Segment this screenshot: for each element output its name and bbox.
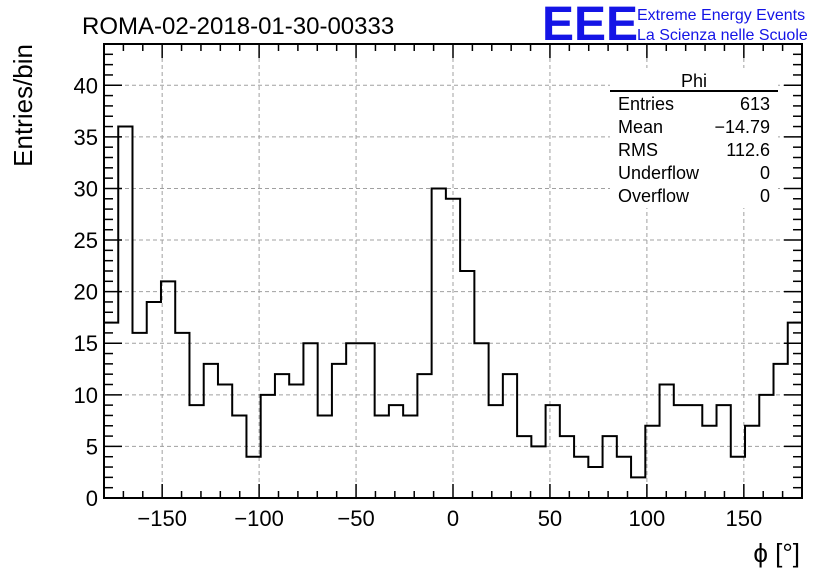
stats-row-label: Entries xyxy=(618,94,674,114)
logo-line1: Extreme Energy Events xyxy=(637,7,805,24)
x-tick-label: 100 xyxy=(629,506,666,531)
x-tick-label: 150 xyxy=(725,506,762,531)
eee-logo: EEE Extreme Energy Events La Scienza nel… xyxy=(542,0,808,51)
stats-row-value: −14.79 xyxy=(714,117,770,137)
y-tick-label: 25 xyxy=(74,228,98,253)
stats-row-label: Underflow xyxy=(618,163,700,183)
x-tick-label: −150 xyxy=(137,506,187,531)
stats-row-label: Overflow xyxy=(618,186,690,206)
logo-line2: La Scienza nelle Scuole xyxy=(637,27,808,44)
run-title: ROMA-02-2018-01-30-00333 xyxy=(82,13,394,40)
y-tick-label: 20 xyxy=(74,280,98,305)
y-tick-labels: 0 5 10 15 20 25 30 35 40 xyxy=(74,73,98,511)
stats-row-value: 0 xyxy=(760,163,770,183)
x-tick-label: −50 xyxy=(337,506,374,531)
stats-box: Phi Entries 613 Mean −14.79 RMS 112.6 Underflo… xyxy=(610,68,778,208)
stats-row-value: 613 xyxy=(740,94,770,114)
histogram-series xyxy=(104,125,802,479)
eee-logo-mark: EEE xyxy=(542,0,638,51)
y-tick-label: 10 xyxy=(74,383,98,408)
x-tick-label: 50 xyxy=(538,506,562,531)
stats-row-label: Mean xyxy=(618,117,663,137)
y-tick-label: 40 xyxy=(74,73,98,98)
stats-row-value: 112.6 xyxy=(726,140,770,160)
y-tick-label: 15 xyxy=(74,331,98,356)
stats-row-label: RMS xyxy=(618,140,658,160)
x-tick-label: −100 xyxy=(234,506,284,531)
axis-ticks xyxy=(103,43,803,499)
y-tick-label: 5 xyxy=(86,434,98,459)
x-tick-labels: −150 −100 −50 0 50 100 150 xyxy=(137,506,762,531)
x-axis-label: ϕ [°] xyxy=(753,538,800,568)
stats-row-value: 0 xyxy=(760,186,770,206)
x-tick-label: 0 xyxy=(447,506,459,531)
y-axis-label: Entries/bin xyxy=(8,44,38,167)
y-tick-label: 30 xyxy=(74,176,98,201)
y-tick-label: 35 xyxy=(74,125,98,150)
y-tick-label: 0 xyxy=(86,486,98,511)
stats-title: Phi xyxy=(681,71,707,91)
